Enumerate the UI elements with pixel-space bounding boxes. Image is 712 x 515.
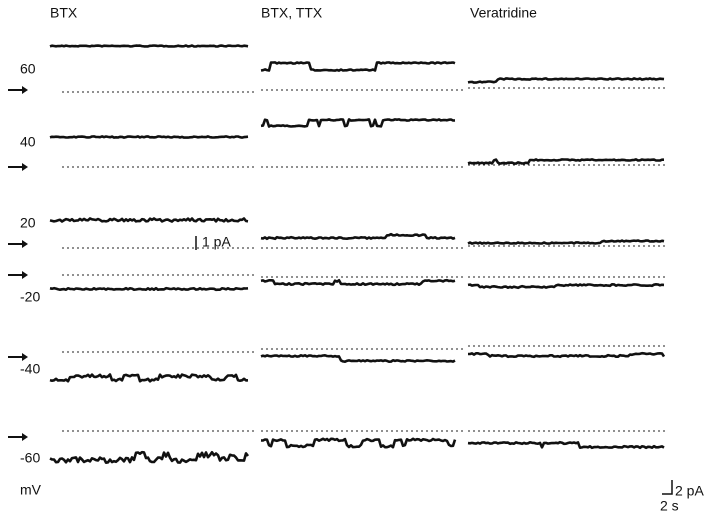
current-trace	[49, 286, 249, 292]
column-title: BTX, TTX	[261, 5, 323, 21]
current-trace	[260, 232, 456, 241]
unit-label: mV	[20, 482, 42, 498]
row-label: 60	[20, 61, 36, 77]
current-trace	[260, 278, 456, 287]
current-trace	[49, 373, 249, 383]
arrow-head	[22, 353, 28, 361]
current-trace	[467, 283, 665, 290]
current-trace	[467, 440, 665, 450]
current-trace	[467, 77, 665, 84]
row-label: -40	[20, 361, 40, 377]
scale-label: 1 pA	[202, 234, 231, 250]
current-trace	[49, 217, 249, 223]
current-trace	[467, 158, 664, 165]
current-trace	[49, 44, 249, 48]
scale-label: 2 s	[660, 498, 679, 514]
arrow-head	[22, 271, 28, 279]
arrow-head	[22, 240, 28, 248]
current-trace	[260, 437, 457, 449]
current-trace	[260, 118, 456, 128]
row-label: 40	[20, 134, 36, 150]
scale-bar	[662, 480, 673, 495]
current-trace	[467, 239, 665, 245]
arrow-head	[22, 86, 28, 94]
row-label: -60	[20, 450, 40, 466]
scale-label: 2 pA	[675, 483, 704, 499]
current-trace	[260, 354, 456, 363]
current-trace	[49, 135, 249, 139]
column-title: Veratridine	[470, 5, 537, 21]
arrow-head	[22, 163, 28, 171]
current-trace	[49, 450, 250, 464]
row-label: -20	[20, 289, 40, 305]
row-label: 20	[20, 215, 36, 231]
column-title: BTX	[50, 5, 78, 21]
arrow-head	[22, 433, 28, 441]
current-trace	[468, 351, 666, 359]
current-trace	[260, 61, 456, 72]
